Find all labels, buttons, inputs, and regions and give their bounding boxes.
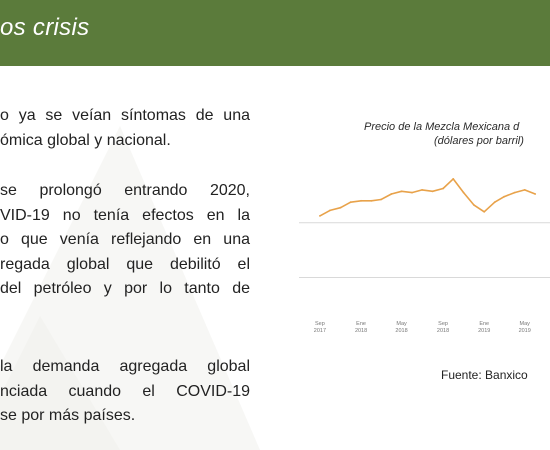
- paragraph-line: se prolongó entrando 2020,: [0, 182, 250, 199]
- x-tick-label-month: May: [520, 321, 531, 327]
- chart-title: Precio de la Mezcla Mexicana d: [364, 121, 520, 133]
- data-point: [452, 178, 455, 180]
- data-point: [472, 204, 475, 206]
- paragraph-line: nciada cuando el COVID-19: [0, 382, 250, 400]
- x-tick-label-year: 2018: [355, 328, 367, 334]
- source-note: Fuente: Banxico: [441, 368, 528, 382]
- data-point: [319, 215, 321, 217]
- data-point: [421, 189, 423, 191]
- data-point: [462, 191, 465, 194]
- x-tick-label-month: Ene: [479, 321, 489, 327]
- paragraph-line: del petróleo y por lo tanto de: [0, 280, 250, 297]
- data-point: [400, 190, 403, 193]
- paragraph-2: se prolongó entrando 2020, VID-19 no ten…: [0, 179, 250, 302]
- data-point: [431, 190, 434, 193]
- background-decoration: [0, 126, 260, 450]
- x-tick-label-year: 2019: [478, 328, 490, 334]
- data-point: [360, 199, 362, 202]
- paragraph-line: ómica global y nacional.: [0, 131, 171, 149]
- paragraph-line: regada global que debilitó el: [0, 255, 250, 273]
- data-point: [380, 198, 382, 201]
- x-tick-label-month: May: [396, 321, 407, 327]
- x-tick-label-year: 2019: [519, 328, 531, 334]
- x-tick-label-year: 2018: [437, 328, 449, 334]
- data-point: [329, 209, 331, 212]
- data-point: [513, 191, 516, 194]
- chart-svg: Sep2017Ene2018May2018Sep2018Ene2019May20…: [299, 178, 550, 334]
- paragraph-3: la demanda agregada global nciada cuando…: [0, 355, 250, 429]
- paragraph-line: o que venía reflejando en una: [0, 231, 250, 248]
- data-point: [349, 201, 352, 204]
- x-tick-label-month: Sep: [438, 321, 448, 327]
- data-point: [483, 210, 486, 213]
- paragraph-line: se por más países.: [0, 407, 136, 424]
- data-point: [523, 189, 526, 191]
- slide-header: os crisis: [0, 0, 550, 66]
- x-tick-label-year: 2017: [314, 328, 326, 334]
- data-point: [390, 193, 393, 195]
- paragraph-line: la demanda agregada global: [0, 358, 250, 375]
- paragraph-1: o ya se veían síntomas de una ómica glob…: [0, 104, 250, 153]
- series-line: [319, 178, 536, 217]
- paragraph-line: o ya se veían síntomas de una: [0, 107, 250, 124]
- data-point: [442, 187, 444, 190]
- paragraph-line: VID-19 no tenía efectos en la: [0, 206, 250, 224]
- data-point: [370, 199, 373, 202]
- chart-subtitle: (dólares por barril): [434, 135, 524, 147]
- x-tick-label-month: Ene: [356, 321, 366, 327]
- slide-title: os crisis: [0, 14, 90, 41]
- x-tick-label-month: Sep: [315, 321, 325, 327]
- data-point: [411, 191, 413, 194]
- data-point: [503, 195, 505, 198]
- x-tick-label-year: 2018: [395, 328, 407, 334]
- data-point: [493, 201, 496, 204]
- data-point: [339, 206, 342, 209]
- oil-price-chart: Sep 2017 Ene 2018 May 2018 Sep 2018 Ene 2019 May 20…: [297, 168, 550, 340]
- data-point: [534, 193, 537, 195]
